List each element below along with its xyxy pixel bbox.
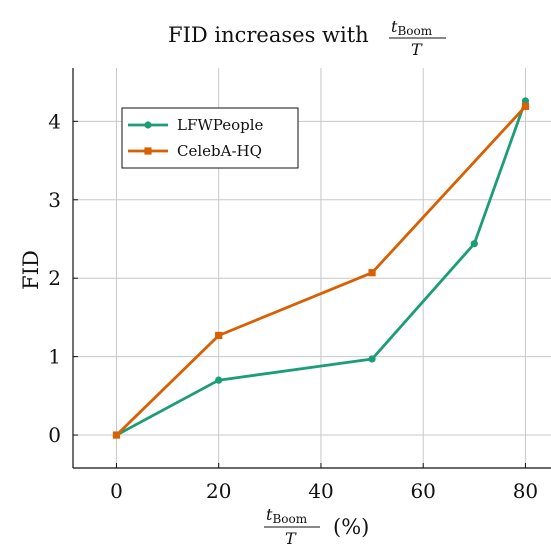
y-tick-label: 0 xyxy=(48,423,61,447)
data-point-square xyxy=(368,269,376,277)
title-fraction-denominator: T xyxy=(411,40,423,59)
legend-item: CelebA-HQ xyxy=(128,142,262,160)
xlabel-fraction-denominator: T xyxy=(285,529,297,546)
y-tick-label: 1 xyxy=(48,345,61,369)
data-point-square xyxy=(112,431,121,439)
series-celeba-hq xyxy=(112,102,530,439)
data-point-circle xyxy=(368,355,376,363)
legend-item: LFWPeople xyxy=(128,116,264,134)
x-axis-label: tBoom T (%) xyxy=(264,505,369,546)
series-line xyxy=(115,105,527,437)
x-tick-label: 20 xyxy=(206,479,231,503)
legend-items: LFWPeople CelebA-HQ xyxy=(128,116,264,160)
axes xyxy=(72,68,551,469)
data-point-circle xyxy=(470,240,478,248)
legend: LFWPeople CelebA-HQ xyxy=(121,107,299,169)
xlabel-fraction-numerator: tBoom xyxy=(266,505,308,526)
data-point-square xyxy=(521,102,530,111)
data-point-square xyxy=(144,147,152,155)
series-layer xyxy=(112,97,530,439)
y-tick-label: 3 xyxy=(48,188,61,212)
title-fraction-numerator: tBoom xyxy=(391,17,433,38)
data-point-square xyxy=(215,331,223,340)
x-tick-labels: 0 20 40 60 80 xyxy=(110,479,538,503)
legend-box xyxy=(121,107,299,169)
y-tick-labels: 0 1 2 3 4 xyxy=(48,109,61,447)
legend-label: CelebA-HQ xyxy=(177,142,262,160)
title-text: FID increases with xyxy=(168,23,369,47)
y-tick-label: 2 xyxy=(48,266,61,290)
data-point-circle xyxy=(215,376,223,384)
data-point-circle xyxy=(144,121,152,129)
chart-title: FID increases with tBoom T xyxy=(168,17,446,59)
x-tick-label: 40 xyxy=(308,479,333,503)
x-tick-label: 0 xyxy=(110,479,123,503)
legend-label: LFWPeople xyxy=(177,116,264,134)
xlabel-suffix: (%) xyxy=(333,515,369,539)
x-tick-label: 80 xyxy=(513,479,538,503)
y-axis-label: FID xyxy=(19,250,43,290)
data-point-circle xyxy=(521,97,530,105)
x-tick-label: 60 xyxy=(410,479,435,503)
y-tick-label: 4 xyxy=(48,109,61,133)
